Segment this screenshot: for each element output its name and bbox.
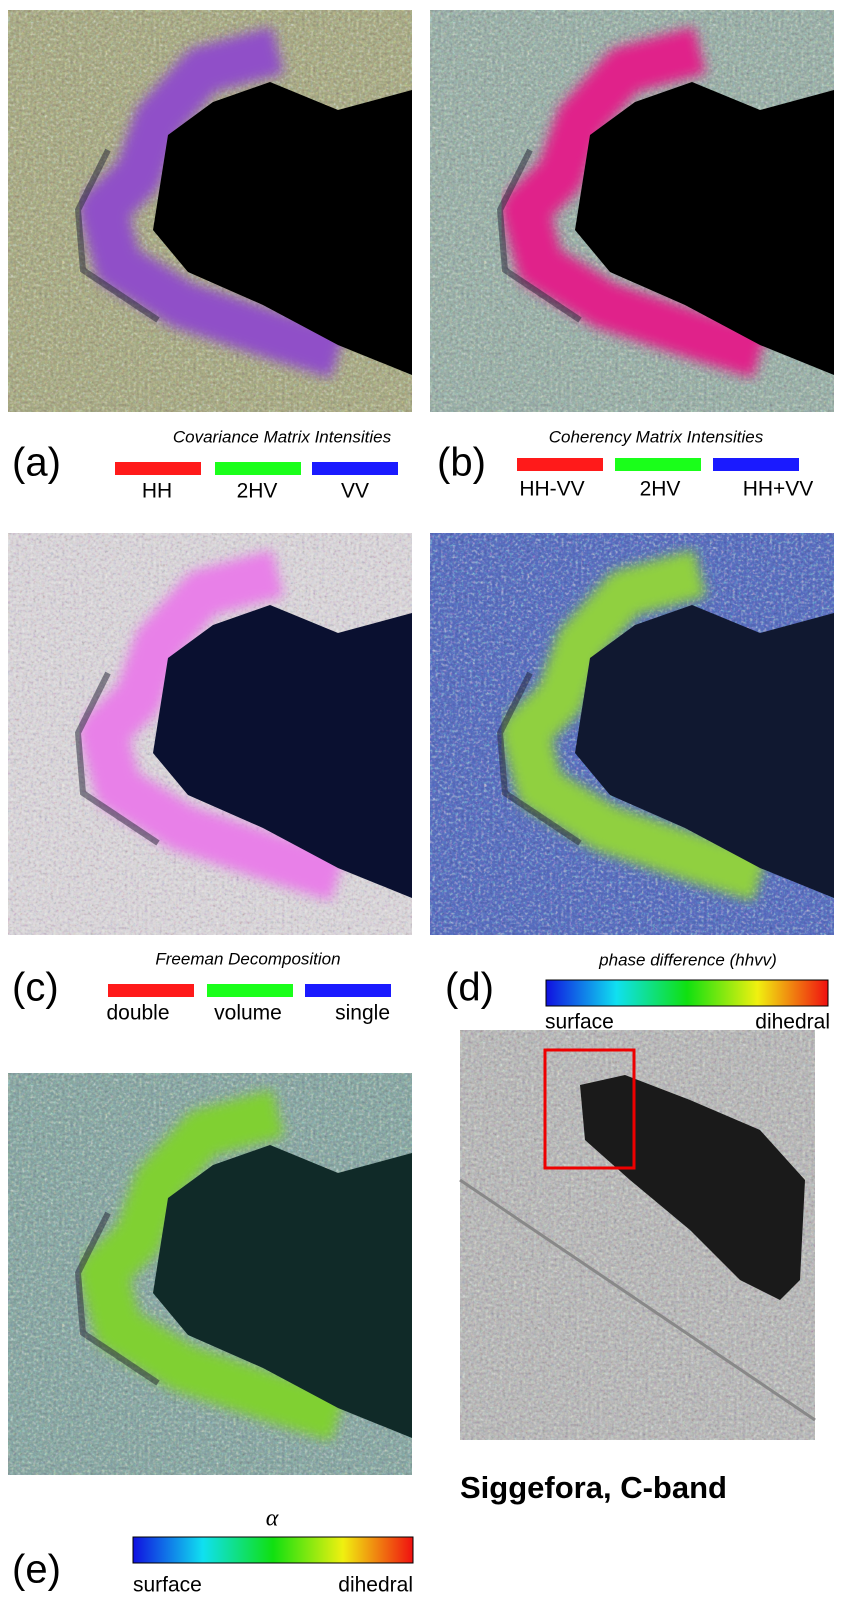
sar-image — [8, 533, 412, 935]
sar-image — [8, 1073, 412, 1475]
panel-title: α — [266, 1506, 279, 1532]
legend-label: VV — [341, 480, 369, 503]
image-edge — [496, 671, 582, 846]
sar-image — [430, 10, 834, 412]
image-rim — [79, 26, 346, 378]
colorbar-label: surface — [545, 1011, 614, 1034]
legend-label: HH — [142, 480, 172, 503]
legend-swatch — [615, 458, 701, 471]
panel-label: (a) — [12, 441, 61, 485]
image-edge — [74, 671, 160, 846]
overview-lake — [580, 1075, 805, 1300]
legend-label: HH-VV — [519, 478, 584, 501]
image-lake — [153, 1145, 412, 1438]
colorbar-label: dihedral — [338, 1574, 413, 1597]
image-lake — [575, 605, 834, 898]
panel-title: Freeman Decomposition — [155, 949, 340, 968]
legend-swatch — [312, 462, 398, 475]
legend-swatch — [115, 462, 201, 475]
image-rim — [501, 549, 768, 901]
image-rim — [501, 26, 768, 378]
legend-swatch — [108, 984, 194, 997]
legend-swatch — [713, 458, 799, 471]
image-lake — [575, 82, 834, 375]
legend-label: 2HV — [640, 478, 681, 501]
colorbar-label: dihedral — [755, 1011, 830, 1034]
caption: Siggefora, C-band — [460, 1470, 727, 1505]
image-edge — [74, 1211, 160, 1386]
legend-swatch — [305, 984, 391, 997]
image-lake — [153, 605, 412, 898]
image-edge — [496, 148, 582, 323]
overview-image — [459, 1030, 816, 1440]
panel-label: (c) — [12, 966, 59, 1010]
sar-image — [8, 10, 412, 412]
legend-label: double — [106, 1002, 169, 1025]
panel-label: (b) — [437, 441, 486, 485]
sar-image — [430, 533, 834, 935]
panel-label: (d) — [445, 966, 494, 1010]
legend-swatch — [207, 984, 293, 997]
legend-label: volume — [214, 1002, 282, 1025]
image-edge — [74, 148, 160, 323]
legend-label: HH+VV — [743, 478, 814, 501]
panel-title: Coherency Matrix Intensities — [549, 427, 764, 446]
image-rim — [79, 549, 346, 901]
overview-road — [459, 1178, 816, 1422]
region-box — [543, 1048, 636, 1170]
colorbar — [132, 1536, 414, 1564]
legend-label: single — [335, 1002, 390, 1025]
image-lake — [153, 82, 412, 375]
colorbar-label: surface — [133, 1574, 202, 1597]
legend-label: 2HV — [237, 480, 278, 503]
panel-label: (e) — [12, 1548, 61, 1592]
colorbar — [545, 979, 829, 1007]
legend-swatch — [215, 462, 301, 475]
legend-swatch — [517, 458, 603, 471]
panel-title: Covariance Matrix Intensities — [173, 427, 392, 446]
panel-title: phase difference (hhvv) — [598, 950, 777, 969]
image-rim — [79, 1089, 346, 1441]
